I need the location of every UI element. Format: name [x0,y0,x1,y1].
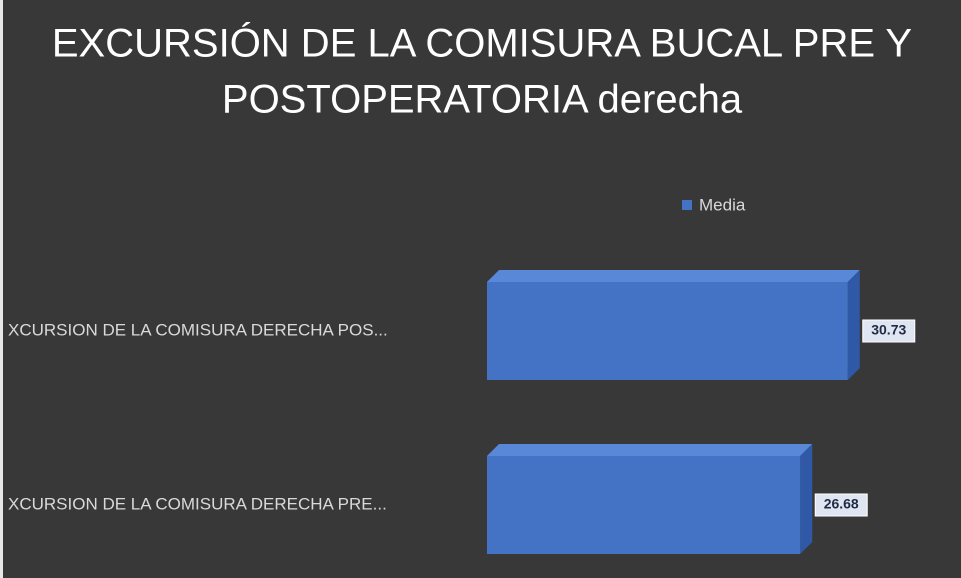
chart-title: POSTOPERATORIA derecha [222,78,743,122]
category-label: XCURSION DE LA COMISURA DERECHA PRE... [8,494,387,513]
left-edge [0,0,3,578]
chart-title: EXCURSIÓN DE LA COMISURA BUCAL PRE Y [52,21,912,66]
bar [487,456,801,554]
bar-top [487,270,860,282]
value-label-box [814,493,868,517]
bar [487,282,848,380]
value-label-box [862,319,916,343]
bar-side [847,270,860,380]
bar-top [487,444,813,456]
category-label: XCURSION DE LA COMISURA DERECHA POS... [8,320,388,339]
bar-side [800,444,813,554]
legend-label: Media [699,195,746,214]
legend-swatch [682,200,692,210]
value-label: 30.73 [871,322,906,338]
value-label: 26.68 [824,496,859,512]
